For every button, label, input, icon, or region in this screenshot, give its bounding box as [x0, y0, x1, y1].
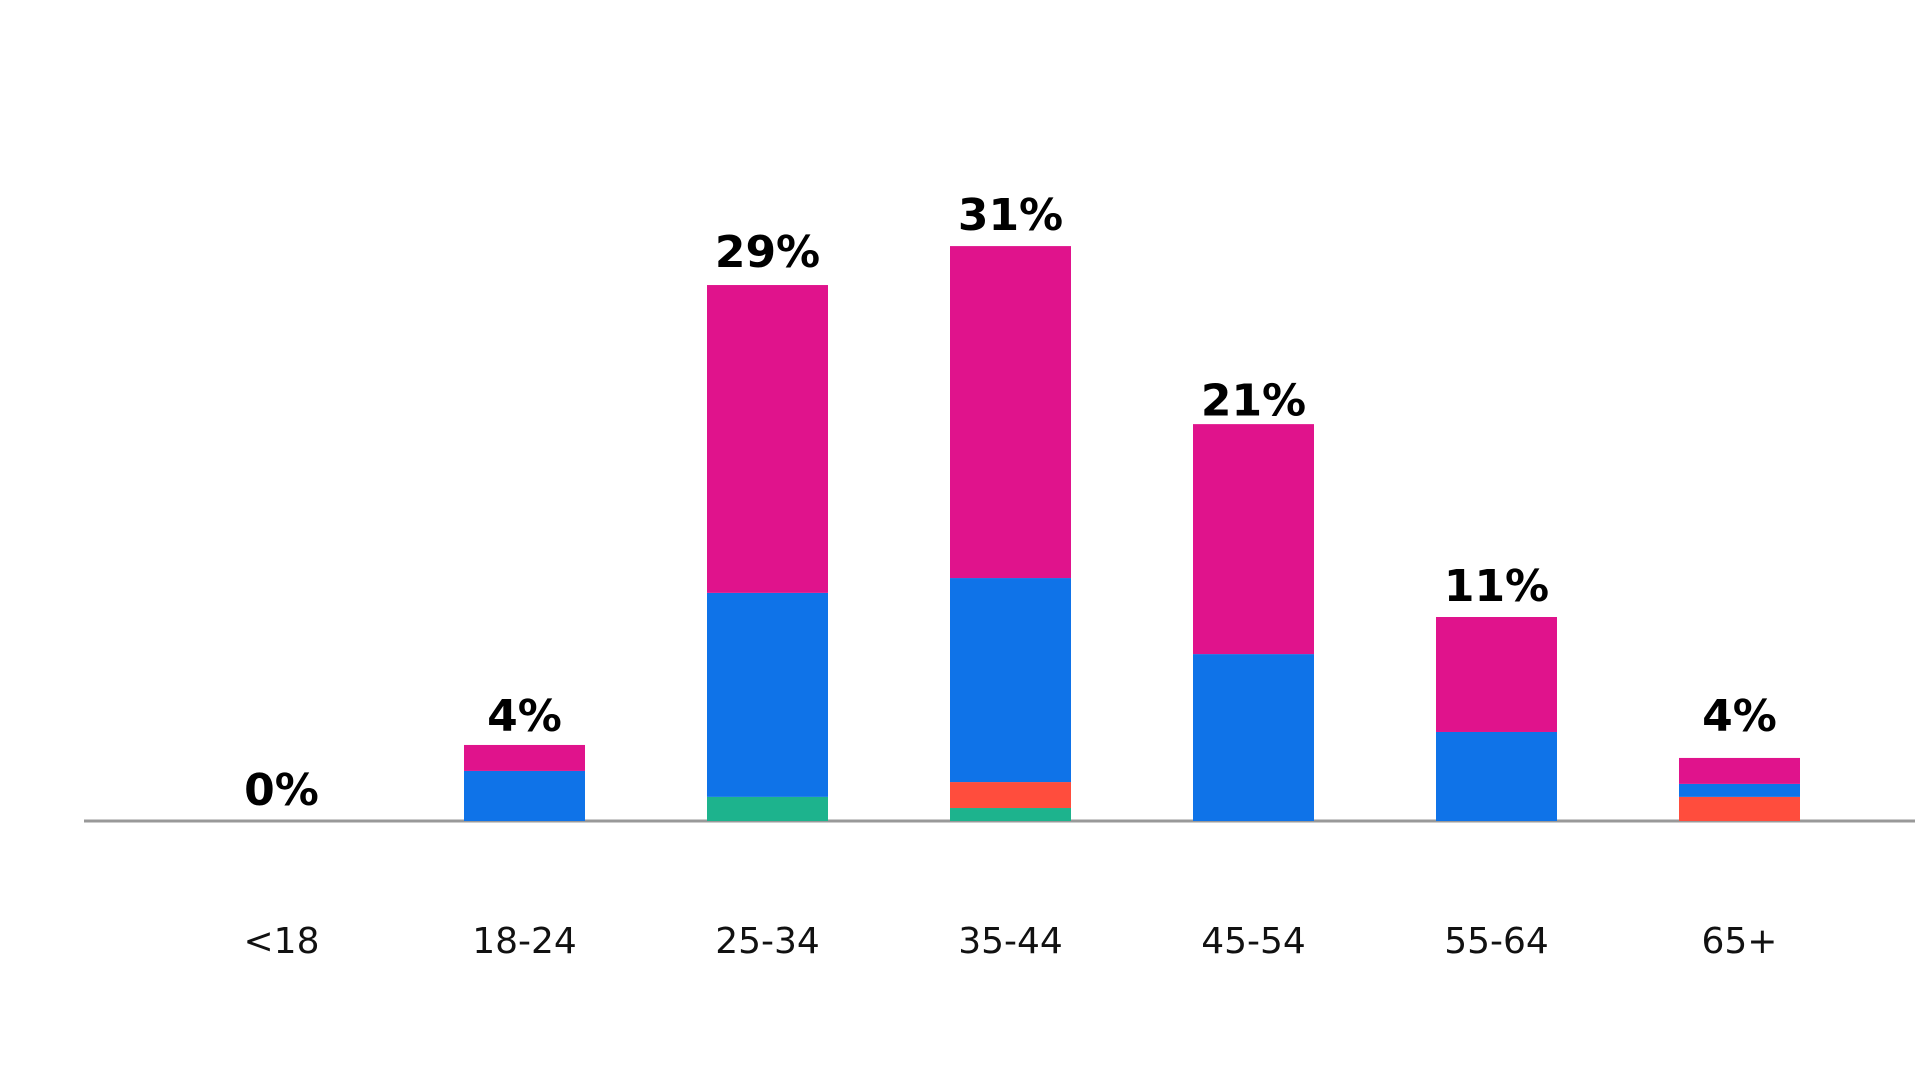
total-label: 4%: [1702, 691, 1777, 742]
bar-segment: [950, 808, 1071, 821]
x-tick-label: 18-24: [472, 921, 577, 962]
total-label: 4%: [487, 691, 562, 742]
bar-segment: [950, 578, 1071, 783]
bar-segment: [1436, 617, 1557, 732]
x-tick-label: 65+: [1702, 921, 1778, 962]
total-label: 21%: [1201, 376, 1306, 427]
bar-segment: [707, 592, 828, 797]
total-label: 31%: [958, 190, 1063, 241]
x-tick-label: 45-54: [1201, 921, 1306, 962]
bar-segment: [1436, 731, 1557, 821]
bar-segment: [1193, 424, 1314, 655]
bar-segment: [1679, 757, 1800, 784]
bar-segment: [1193, 654, 1314, 821]
bar-segment: [1679, 783, 1800, 797]
bar-segment: [707, 796, 828, 821]
x-tick-label: <18: [244, 921, 320, 962]
bar-segment: [950, 246, 1071, 579]
x-tick-label: 35-44: [958, 921, 1063, 962]
bar-segment: [464, 744, 585, 771]
bar-segment: [464, 770, 585, 821]
total-label: 29%: [715, 227, 820, 278]
x-tick-label: 55-64: [1444, 921, 1549, 962]
bar-segment: [950, 782, 1071, 809]
total-label: 11%: [1444, 561, 1549, 612]
total-label: 0%: [244, 765, 319, 816]
bar-segment: [707, 285, 828, 593]
bar-segment: [1679, 796, 1800, 821]
x-tick-label: 25-34: [715, 921, 820, 962]
